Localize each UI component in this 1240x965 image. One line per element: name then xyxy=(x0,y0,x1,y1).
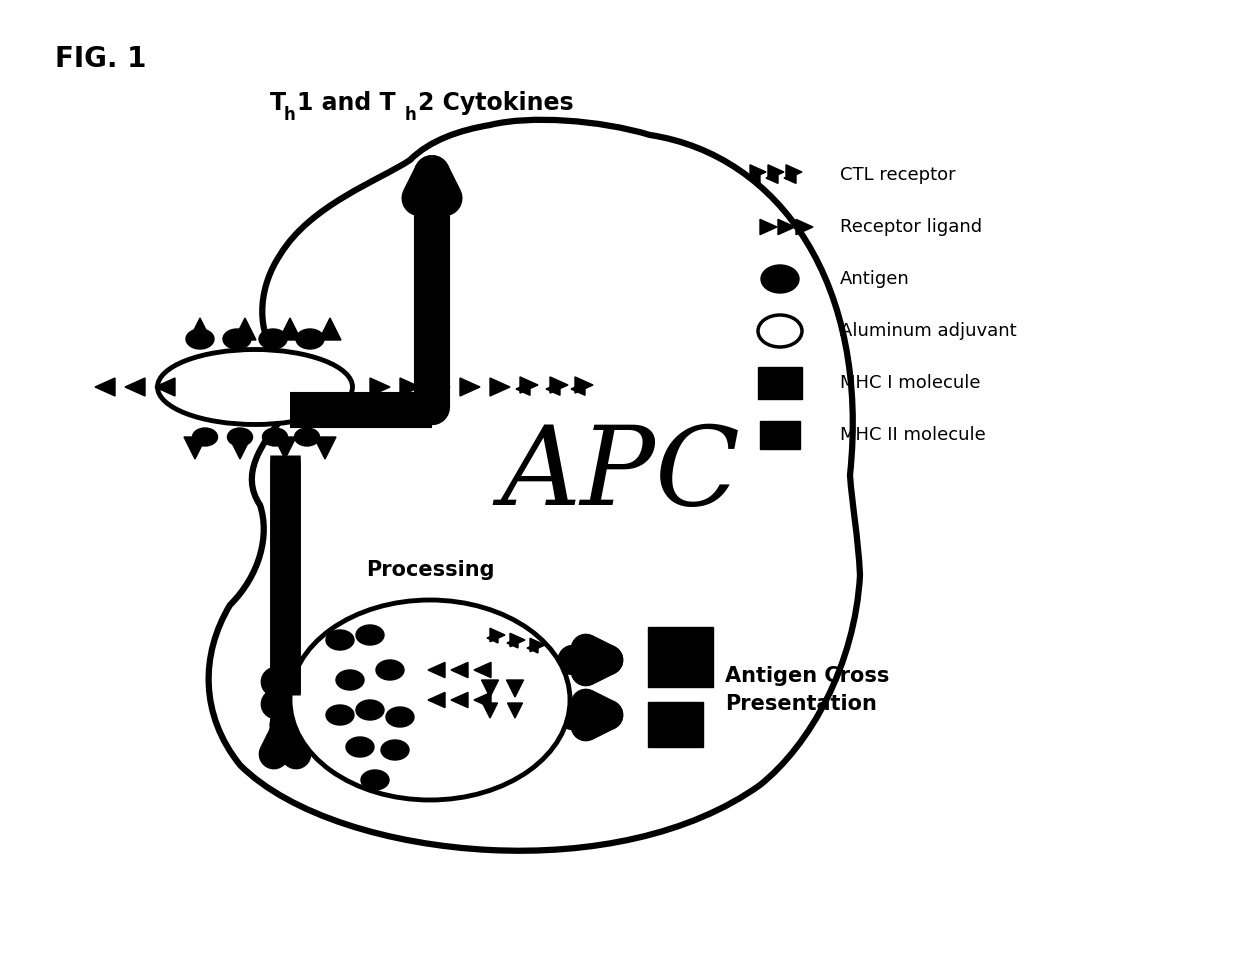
Text: h: h xyxy=(284,106,296,124)
Polygon shape xyxy=(451,692,467,707)
Polygon shape xyxy=(784,173,796,183)
Ellipse shape xyxy=(326,630,353,650)
Polygon shape xyxy=(796,219,813,234)
Polygon shape xyxy=(279,318,301,340)
Polygon shape xyxy=(760,219,777,234)
Ellipse shape xyxy=(157,349,352,425)
Ellipse shape xyxy=(259,329,286,349)
Text: Processing: Processing xyxy=(366,560,495,580)
Ellipse shape xyxy=(263,428,288,446)
Polygon shape xyxy=(95,378,115,396)
Ellipse shape xyxy=(381,740,409,760)
FancyBboxPatch shape xyxy=(760,421,800,449)
Polygon shape xyxy=(274,437,296,459)
Polygon shape xyxy=(428,662,445,677)
Polygon shape xyxy=(155,378,175,396)
Ellipse shape xyxy=(290,600,570,800)
Polygon shape xyxy=(520,377,538,393)
Text: FIG. 1: FIG. 1 xyxy=(55,45,146,73)
Polygon shape xyxy=(451,662,467,677)
Polygon shape xyxy=(768,165,784,179)
Polygon shape xyxy=(748,173,760,183)
Polygon shape xyxy=(487,633,498,643)
Ellipse shape xyxy=(326,705,353,725)
Text: CTL receptor: CTL receptor xyxy=(839,166,956,184)
Text: h: h xyxy=(405,106,417,124)
Polygon shape xyxy=(527,643,538,653)
Ellipse shape xyxy=(295,428,320,446)
Text: MHC II molecule: MHC II molecule xyxy=(839,426,986,444)
Polygon shape xyxy=(428,692,445,707)
Polygon shape xyxy=(474,662,491,677)
Ellipse shape xyxy=(356,700,384,720)
Text: Antigen Cross
Presentation: Antigen Cross Presentation xyxy=(725,666,889,714)
Ellipse shape xyxy=(376,660,404,680)
Polygon shape xyxy=(490,628,505,642)
Polygon shape xyxy=(430,378,450,396)
Ellipse shape xyxy=(186,329,215,349)
Polygon shape xyxy=(516,383,529,396)
Polygon shape xyxy=(481,680,498,697)
Text: APC: APC xyxy=(500,422,740,529)
Polygon shape xyxy=(474,692,491,707)
Polygon shape xyxy=(125,378,145,396)
Polygon shape xyxy=(506,680,523,697)
FancyBboxPatch shape xyxy=(649,627,713,687)
Polygon shape xyxy=(314,437,336,459)
Text: Aluminum adjuvant: Aluminum adjuvant xyxy=(839,322,1017,340)
Polygon shape xyxy=(370,378,391,396)
Polygon shape xyxy=(529,638,546,651)
Polygon shape xyxy=(750,165,766,179)
Polygon shape xyxy=(551,377,568,393)
Ellipse shape xyxy=(346,737,374,757)
Ellipse shape xyxy=(361,770,389,790)
Polygon shape xyxy=(490,378,510,396)
Polygon shape xyxy=(460,378,480,396)
Ellipse shape xyxy=(758,315,802,347)
Polygon shape xyxy=(507,703,522,718)
Ellipse shape xyxy=(761,265,799,293)
Polygon shape xyxy=(319,318,341,340)
Ellipse shape xyxy=(296,329,324,349)
Polygon shape xyxy=(575,377,593,393)
Ellipse shape xyxy=(336,670,365,690)
Text: Receptor ligand: Receptor ligand xyxy=(839,218,982,236)
FancyBboxPatch shape xyxy=(649,702,703,747)
Ellipse shape xyxy=(223,329,250,349)
Ellipse shape xyxy=(192,428,217,446)
Polygon shape xyxy=(184,437,206,459)
Text: T: T xyxy=(270,91,286,115)
Polygon shape xyxy=(777,219,795,234)
Text: 2 Cytokines: 2 Cytokines xyxy=(418,91,574,115)
Polygon shape xyxy=(188,318,211,340)
Polygon shape xyxy=(401,378,420,396)
Polygon shape xyxy=(234,318,255,340)
Polygon shape xyxy=(507,638,518,648)
Ellipse shape xyxy=(227,428,253,446)
Polygon shape xyxy=(546,383,560,396)
Polygon shape xyxy=(229,437,250,459)
Polygon shape xyxy=(482,703,497,718)
Polygon shape xyxy=(510,633,525,647)
Polygon shape xyxy=(766,173,777,183)
Ellipse shape xyxy=(356,625,384,645)
Polygon shape xyxy=(786,165,802,179)
FancyBboxPatch shape xyxy=(758,367,802,399)
Text: 1 and T: 1 and T xyxy=(298,91,396,115)
Polygon shape xyxy=(570,383,585,396)
Text: MHC I molecule: MHC I molecule xyxy=(839,374,981,392)
Text: Antigen: Antigen xyxy=(839,270,910,288)
PathPatch shape xyxy=(208,120,861,851)
Ellipse shape xyxy=(386,707,414,727)
